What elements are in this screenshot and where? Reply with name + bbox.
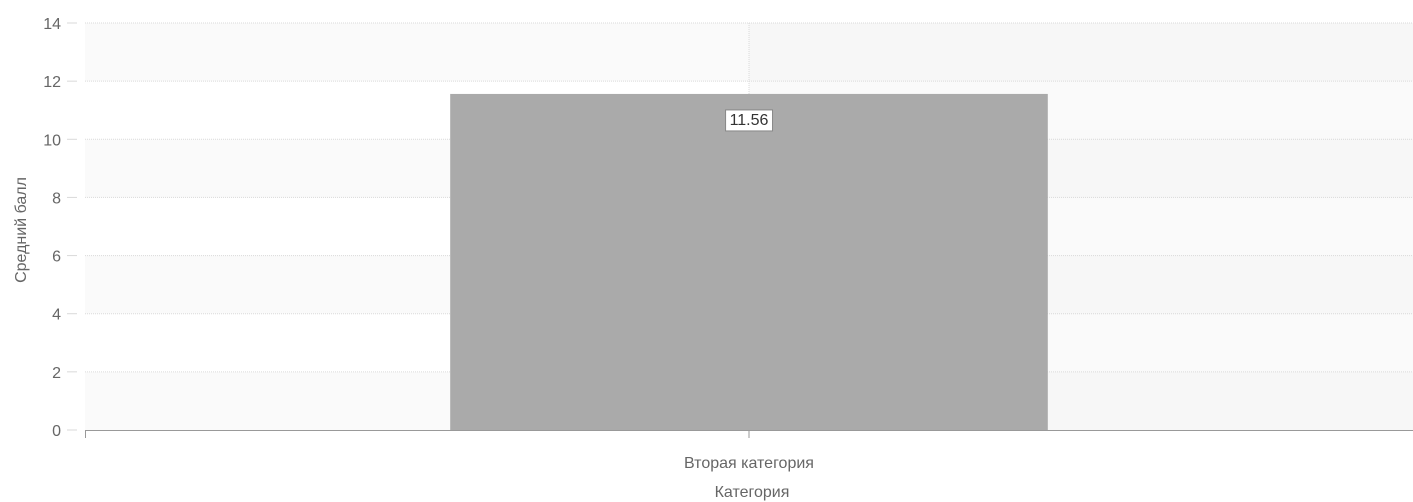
y-tick-label: 0 [52, 423, 61, 440]
data-labels: 11.56 [725, 109, 774, 132]
y-axis-ticks: 0 2 4 6 8 10 12 14 [43, 16, 77, 440]
data-label-text: 11.56 [730, 112, 769, 129]
data-label-box [725, 109, 774, 132]
x-axis: Вторая категория [85, 430, 1413, 472]
y-tick-label: 2 [52, 365, 61, 382]
y-tick-label: 14 [43, 16, 61, 33]
data-label: 11.56 [725, 109, 774, 132]
y-tick-label: 12 [43, 74, 61, 91]
y-axis-title: Средний балл [13, 177, 30, 283]
x-tick-label: Вторая категория [684, 455, 814, 472]
y-tick-label: 10 [43, 132, 61, 149]
bar-series [450, 93, 1048, 430]
y-tick-label: 8 [52, 190, 61, 207]
bar [450, 93, 1048, 430]
x-axis-title: Категория [715, 484, 790, 501]
y-tick-label: 6 [52, 249, 61, 266]
y-tick-label: 4 [52, 307, 61, 324]
